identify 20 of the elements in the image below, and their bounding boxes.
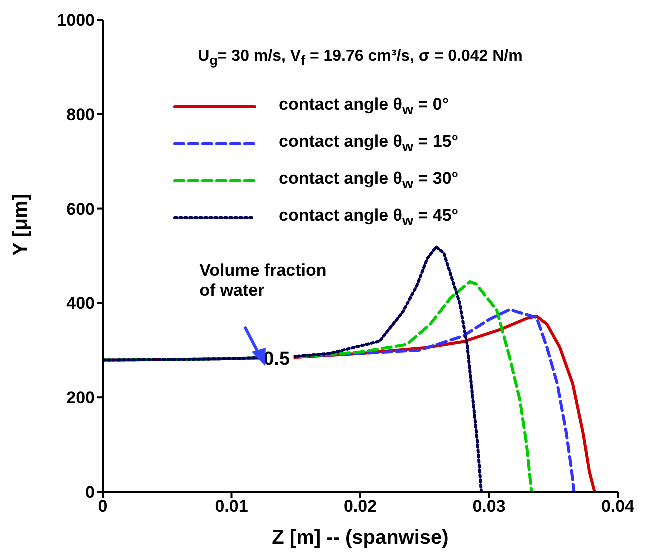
y-axis-title: Y [μm] — [10, 194, 32, 256]
x-tick-label: 0 — [98, 497, 108, 516]
y-tick-label: 800 — [66, 105, 95, 124]
x-tick-label: 0.03 — [472, 497, 506, 516]
y-tick-label: 400 — [66, 294, 95, 314]
x-tick-label: 0.01 — [215, 497, 248, 516]
annotation: Volume fraction of water — [200, 260, 327, 301]
legend-label: contact angle θ$_{w}$ = 45° — [279, 206, 459, 230]
y-tick-label: 600 — [66, 200, 95, 219]
legend-label: contact angle θ$_{w}$ = 30° — [279, 168, 459, 192]
x-tick-label: 0.02 — [344, 497, 378, 516]
y-tick-label: 0 — [86, 483, 95, 502]
annotation: 0.5 — [264, 348, 290, 370]
legend-label: contact angle θ$_{w}$ = 0° — [279, 94, 450, 118]
legend-label: contact angle θ$_{w}$ = 15° — [279, 132, 459, 156]
x-tick-label: 0.04 — [601, 497, 636, 516]
y-tick-label: 200 — [66, 388, 95, 408]
y-tick-label: 1000 — [57, 11, 95, 30]
text: U$_{g}$= 30 m/s, V$_{f}$ = 19.76 cm³/s, σ = 0.042 N/m — [198, 48, 523, 68]
x-axis-title: Z [m] -- (spanwise) — [272, 527, 449, 549]
